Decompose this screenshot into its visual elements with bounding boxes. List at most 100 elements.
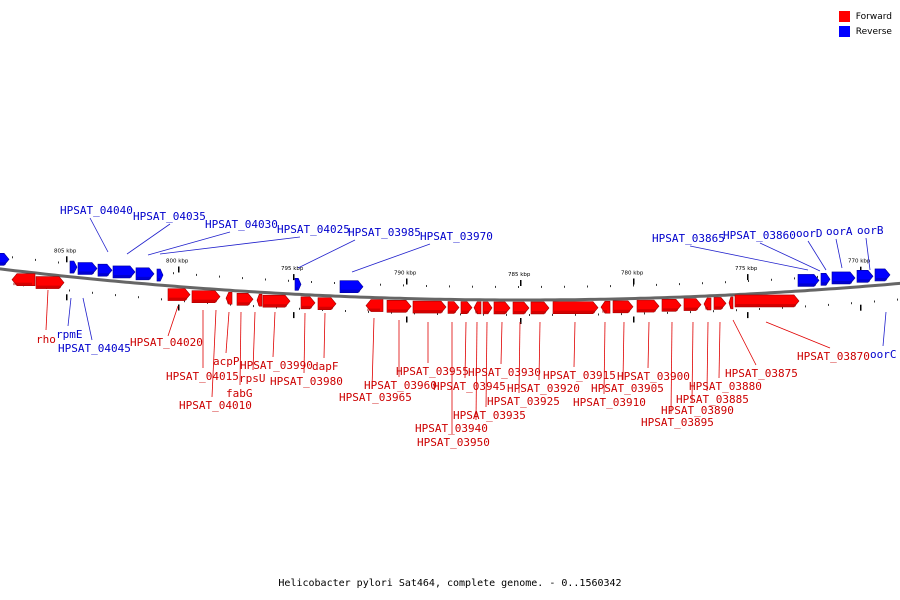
gene-label[interactable]: HPSAT_03905 (591, 382, 664, 395)
tick-dot (828, 303, 829, 306)
gene-label[interactable]: HPSAT_03925 (487, 395, 560, 408)
gene-label[interactable]: rpsU (239, 372, 266, 385)
gene-label[interactable]: HPSAT_04040 (60, 204, 133, 217)
gene-label[interactable]: HPSAT_03950 (417, 436, 490, 449)
gene-label[interactable]: fabG (226, 387, 253, 400)
forward-gene-arrow[interactable] (552, 301, 599, 314)
tick-dot (598, 313, 599, 316)
gene-label[interactable]: HPSAT_04025 (277, 223, 350, 236)
reverse-gene-arrow[interactable] (69, 260, 78, 274)
forward-gene-arrow[interactable] (256, 293, 263, 307)
gene-label[interactable]: HPSAT_03920 (507, 382, 580, 395)
gene-label[interactable]: oorC (870, 348, 897, 361)
reverse-gene-arrow[interactable] (797, 274, 820, 287)
forward-gene-arrow[interactable] (35, 276, 65, 289)
tick-dot (759, 308, 760, 310)
gene-label[interactable]: HPSAT_03865 (652, 232, 725, 245)
gene-label[interactable]: HPSAT_03910 (573, 396, 646, 409)
forward-gene-arrow[interactable] (703, 297, 712, 311)
tick-dot (690, 311, 691, 314)
forward-gene-arrow[interactable] (225, 291, 233, 305)
leader-line (82, 297, 93, 341)
gene-label[interactable]: oorA (826, 225, 853, 238)
gene-label[interactable]: oorB (857, 224, 884, 237)
gene-label[interactable]: HPSAT_03895 (641, 416, 714, 429)
forward-gene-arrow[interactable] (713, 297, 727, 310)
forward-gene-arrow[interactable] (512, 301, 530, 315)
tick-dot (506, 313, 507, 316)
forward-gene-arrow[interactable] (317, 297, 337, 311)
gene-label[interactable]: HPSAT_03960 (364, 379, 437, 392)
reverse-gene-arrow[interactable] (874, 268, 891, 282)
reverse-gene-arrow[interactable] (112, 265, 136, 279)
forward-gene-arrow[interactable] (728, 296, 734, 310)
forward-gene-arrow[interactable] (300, 296, 316, 310)
gene-label[interactable]: HPSAT_04035 (133, 210, 206, 223)
forward-gene-arrow[interactable] (167, 288, 191, 301)
reverse-gene-arrow[interactable] (156, 268, 164, 282)
forward-gene-arrow[interactable] (386, 300, 412, 313)
reverse-gene-arrow[interactable] (831, 271, 856, 285)
forward-gene-arrow[interactable] (460, 301, 473, 314)
reverse-gene-arrow[interactable] (294, 278, 302, 291)
gene-label[interactable]: HPSAT_03970 (420, 230, 493, 243)
forward-gene-arrow[interactable] (473, 301, 482, 315)
gene-label[interactable]: HPSAT_04015 (166, 370, 239, 383)
gene-label[interactable]: HPSAT_03935 (453, 409, 526, 422)
forward-gene-arrow[interactable] (493, 301, 511, 315)
gene-label[interactable]: HPSAT_03930 (468, 366, 541, 379)
gene-label[interactable]: rho (36, 333, 56, 346)
forward-gene-arrow[interactable] (612, 300, 634, 314)
gene-label[interactable]: HPSAT_03870 (797, 350, 870, 363)
reverse-gene-arrow[interactable] (0, 253, 10, 266)
gene-label[interactable]: HPSAT_03965 (339, 391, 412, 404)
gene-label[interactable]: HPSAT_03880 (689, 380, 762, 393)
gene-label[interactable]: HPSAT_03955 (396, 365, 469, 378)
major-tick (520, 318, 522, 324)
forward-gene-arrow[interactable] (412, 300, 447, 314)
forward-gene-arrow[interactable] (365, 299, 384, 312)
forward-gene-arrow[interactable] (661, 299, 682, 312)
gene-label[interactable]: HPSAT_03860 (723, 229, 796, 242)
gene-label[interactable]: HPSAT_03915 (543, 369, 616, 382)
gene-label[interactable]: HPSAT_04030 (205, 218, 278, 231)
gene-label[interactable]: HPSAT_04010 (179, 399, 252, 412)
reverse-gene-arrow[interactable] (135, 267, 155, 281)
tick-dot (472, 285, 473, 288)
forward-gene-arrow[interactable] (236, 293, 254, 306)
forward-gene-arrow[interactable] (734, 294, 800, 308)
gene-label[interactable]: HPSAT_03985 (348, 226, 421, 239)
gene-label[interactable]: acpP (213, 355, 240, 368)
forward-gene-arrow[interactable] (262, 294, 291, 308)
gene-label[interactable]: dapF (312, 360, 339, 373)
gene-label[interactable]: HPSAT_04020 (130, 336, 203, 349)
gene-label[interactable]: HPSAT_04045 (58, 342, 131, 355)
gene-label[interactable]: HPSAT_03990 (240, 359, 313, 372)
reverse-gene-arrow[interactable] (820, 272, 831, 286)
forward-gene-arrow[interactable] (636, 299, 660, 313)
gene-label[interactable]: rpmE (56, 328, 83, 341)
reverse-gene-arrow[interactable] (856, 270, 874, 283)
forward-gene-arrow[interactable] (600, 300, 611, 314)
leader-line (159, 236, 301, 255)
reverse-gene-arrow[interactable] (77, 262, 98, 275)
gene-label[interactable]: HPSAT_03890 (661, 404, 734, 417)
forward-gene-arrow[interactable] (447, 301, 460, 314)
gene-label[interactable]: HPSAT_03900 (617, 370, 690, 383)
gene-label[interactable]: HPSAT_03875 (725, 367, 798, 380)
forward-gene-arrow[interactable] (191, 290, 221, 303)
leader-line (622, 321, 625, 381)
gene-label[interactable]: oorD (796, 227, 823, 240)
gene-label[interactable]: HPSAT_03940 (415, 422, 488, 435)
forward-gene-arrow[interactable] (11, 273, 36, 286)
reverse-gene-arrow[interactable] (97, 263, 113, 277)
gene-label[interactable]: HPSAT_03945 (433, 380, 506, 393)
forward-gene-arrow[interactable] (683, 298, 702, 311)
reverse-gene-arrow[interactable] (339, 280, 364, 294)
gene-label[interactable]: HPSAT_03980 (270, 375, 343, 388)
leader-line (147, 231, 231, 256)
tick-dot (276, 306, 277, 309)
gene-label[interactable]: HPSAT_03885 (676, 393, 749, 406)
forward-gene-arrow[interactable] (530, 301, 550, 315)
forward-gene-arrow[interactable] (482, 301, 493, 315)
